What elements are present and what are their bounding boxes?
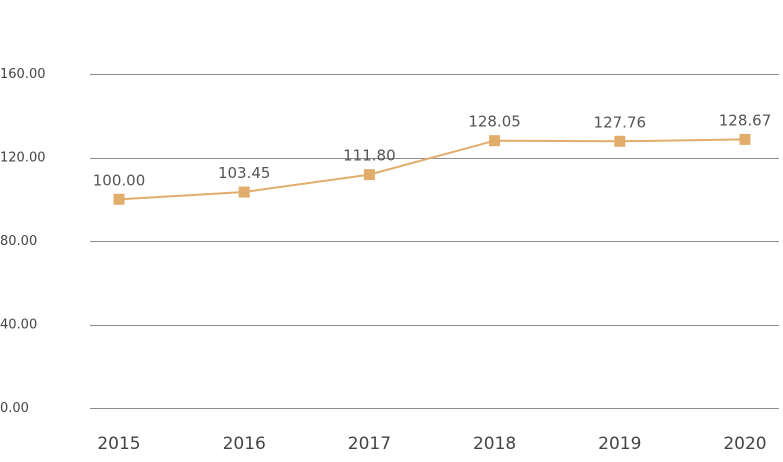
y-tick-label: 120.00 [0,151,46,166]
x-tick-label: 2016 [223,434,266,454]
data-point-marker [739,133,751,145]
data-label: 100.00 [93,171,146,189]
data-label: 111.80 [343,147,396,165]
gridlines [90,74,779,409]
x-tick-label: 2020 [723,434,766,454]
y-tick-label: 160.00 [0,67,46,82]
x-axis-tick-labels: 2015 2016 2017 2018 2019 2020 [97,434,766,454]
data-labels: 100.00 103.45 111.80 128.05 127.76 128.67 [93,111,772,189]
x-tick-label: 2017 [348,434,391,454]
series [113,133,751,205]
x-tick-label: 2018 [473,434,516,454]
data-point-marker [363,169,375,181]
y-axis-tick-labels: 0.00 40.00 80.00 120.00 160.00 [0,67,46,416]
data-point-marker [113,193,125,205]
y-tick-label: 0.00 [0,401,29,416]
data-label: 103.45 [218,164,271,182]
data-point-marker [238,186,250,198]
y-tick-label: 80.00 [0,234,37,249]
x-tick-label: 2019 [598,434,641,454]
series-line [118,138,746,201]
data-label: 127.76 [594,113,647,131]
y-tick-label: 40.00 [0,318,37,333]
x-tick-label: 2015 [97,434,140,454]
data-label: 128.05 [468,113,521,131]
data-label: 128.67 [719,111,772,129]
data-point-marker [614,135,626,147]
data-point-marker [489,135,501,147]
